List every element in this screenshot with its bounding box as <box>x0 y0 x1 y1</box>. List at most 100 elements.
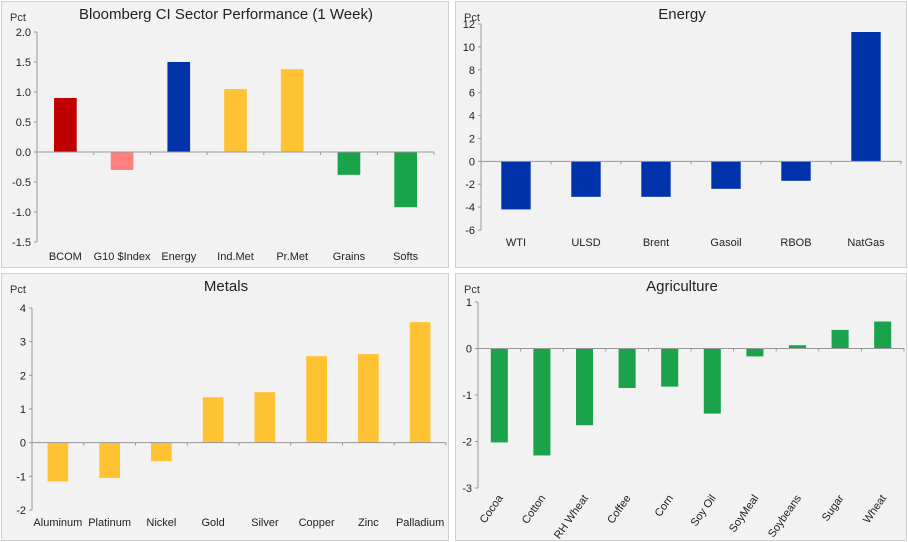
bar-coffee <box>618 348 636 389</box>
x-tick-label: ULSD <box>571 237 600 249</box>
bar-pr-met <box>280 69 304 152</box>
bar-cotton <box>533 348 551 456</box>
x-tick-label: Copper <box>299 517 335 529</box>
bar-grains <box>337 152 361 175</box>
x-tick-label: Wheat <box>861 493 889 526</box>
x-tick-label: Coffee <box>605 493 633 526</box>
x-tick-label: Cotton <box>520 493 548 526</box>
bar-aluminum <box>47 442 69 482</box>
y-tick-label: -1 <box>16 471 26 483</box>
bar-wheat <box>874 321 892 349</box>
unit-label: Pct <box>464 12 480 24</box>
bar-palladium <box>409 322 431 443</box>
bar-nickel <box>151 442 172 462</box>
chart-svg-sector: Bloomberg CI Sector Performance (1 Week)… <box>10 6 435 263</box>
chart-svg-metals: Metals Pct 4 3 2 1 0 -1 -2 Aluminum Platinum Nickel… <box>10 278 447 529</box>
bar-cocoa <box>490 348 508 443</box>
y-tick-label: 1 <box>20 404 26 416</box>
y-tick-label: 6 <box>469 88 475 100</box>
bar-corn <box>661 348 679 387</box>
bar-energy <box>167 62 191 152</box>
x-tick-label: Gasoil <box>710 237 741 249</box>
bar-bcom <box>54 98 77 152</box>
x-tick-label: Softs <box>393 251 419 263</box>
chart-panel-energy: Energy Pct 12 10 8 6 4 2 0 -2 -4 -6 WTI ULSD Brent Gaso… <box>455 1 907 268</box>
y-tick-label: 1 <box>466 297 472 309</box>
chart-panel-agriculture: Agriculture Pct 1 0 -1 -2 -3 Cocoa Cotton RH Whea… <box>455 273 907 541</box>
chart-title: Agriculture <box>646 278 718 295</box>
x-tick-label: Cocoa <box>478 492 507 526</box>
y-tick-label: -4 <box>465 202 475 214</box>
y-tick-label: 3 <box>20 337 26 349</box>
y-tick-label: 0 <box>469 156 475 168</box>
x-tick-label: BCOM <box>49 251 82 263</box>
bar-soybeans <box>788 345 807 349</box>
bar-rbob <box>781 161 811 181</box>
y-tick-label: -6 <box>465 225 475 237</box>
chart-panel-metals: Metals Pct 4 3 2 1 0 -1 -2 Aluminum Platinum Nickel… <box>1 273 449 541</box>
x-tick-label: Grains <box>333 251 366 263</box>
x-tick-label: Soybeans <box>766 492 804 539</box>
y-tick-label: 8 <box>469 65 475 77</box>
y-tick-label: 0 <box>20 438 26 450</box>
bar-gold <box>202 397 224 443</box>
x-tick-label: Corn <box>653 493 677 519</box>
y-tick-label: 0 <box>466 344 472 356</box>
chart-title: Bloomberg CI Sector Performance (1 Week) <box>79 6 373 23</box>
x-tick-label: Nickel <box>146 517 176 529</box>
unit-label: Pct <box>10 12 26 24</box>
x-tick-label: Ind.Met <box>217 251 254 263</box>
x-tick-label: RH Wheat <box>552 493 591 541</box>
x-tick-label: Energy <box>161 251 196 263</box>
bar-brent <box>641 161 671 197</box>
y-tick-label: -2 <box>465 179 475 191</box>
y-tick-label: -2 <box>16 505 26 517</box>
y-tick-label: 2 <box>469 133 475 145</box>
x-tick-label: Sugar <box>820 493 847 524</box>
bar-ulsd <box>571 161 601 197</box>
x-tick-label: Gold <box>202 517 225 529</box>
bar-rh-wheat <box>575 348 594 426</box>
y-tick-label: 2 <box>20 370 26 382</box>
bar-soymeal <box>746 348 764 357</box>
y-tick-label: 4 <box>20 303 26 315</box>
x-tick-label: SoyMeal <box>727 493 761 535</box>
x-tick-label: WTI <box>506 237 526 249</box>
bar-zinc <box>358 354 379 443</box>
y-tick-label: 4 <box>469 111 475 123</box>
x-tick-label: Aluminum <box>33 517 82 529</box>
y-tick-label: 12 <box>463 19 475 31</box>
y-tick-label: -1.0 <box>12 207 31 219</box>
y-tick-label: -2 <box>462 437 472 449</box>
bar-ind-met <box>224 89 247 152</box>
y-tick-label: -3 <box>462 483 472 495</box>
chart-panel-sector: Bloomberg CI Sector Performance (1 Week)… <box>1 1 449 268</box>
x-tick-label: Soy Oil <box>689 493 719 529</box>
y-tick-label: 10 <box>463 42 475 54</box>
unit-label: Pct <box>464 284 480 296</box>
x-tick-label: Platinum <box>88 517 131 529</box>
x-tick-label: RBOB <box>780 237 811 249</box>
bar-platinum <box>99 442 120 479</box>
x-tick-label: Pr.Met <box>276 251 308 263</box>
x-tick-label: G10 $Index <box>94 251 151 263</box>
y-tick-label: 0.5 <box>16 117 31 129</box>
chart-title: Energy <box>658 6 706 23</box>
bar-copper <box>306 356 327 443</box>
y-tick-label: -1.5 <box>12 237 31 249</box>
y-tick-label: -0.5 <box>12 177 31 189</box>
bar-g10-index <box>110 152 134 170</box>
y-tick-label: -1 <box>462 390 472 402</box>
bar-gasoil <box>711 161 741 189</box>
bar-silver <box>254 392 276 443</box>
x-tick-label: Silver <box>251 517 279 529</box>
bar-natgas <box>851 32 881 162</box>
bar-sugar <box>831 329 849 349</box>
y-tick-label: 2.0 <box>16 27 31 39</box>
y-tick-label: 0.0 <box>16 147 31 159</box>
bar-soy-oil <box>703 348 721 414</box>
y-tick-label: 1.5 <box>16 57 31 69</box>
unit-label: Pct <box>10 284 26 296</box>
